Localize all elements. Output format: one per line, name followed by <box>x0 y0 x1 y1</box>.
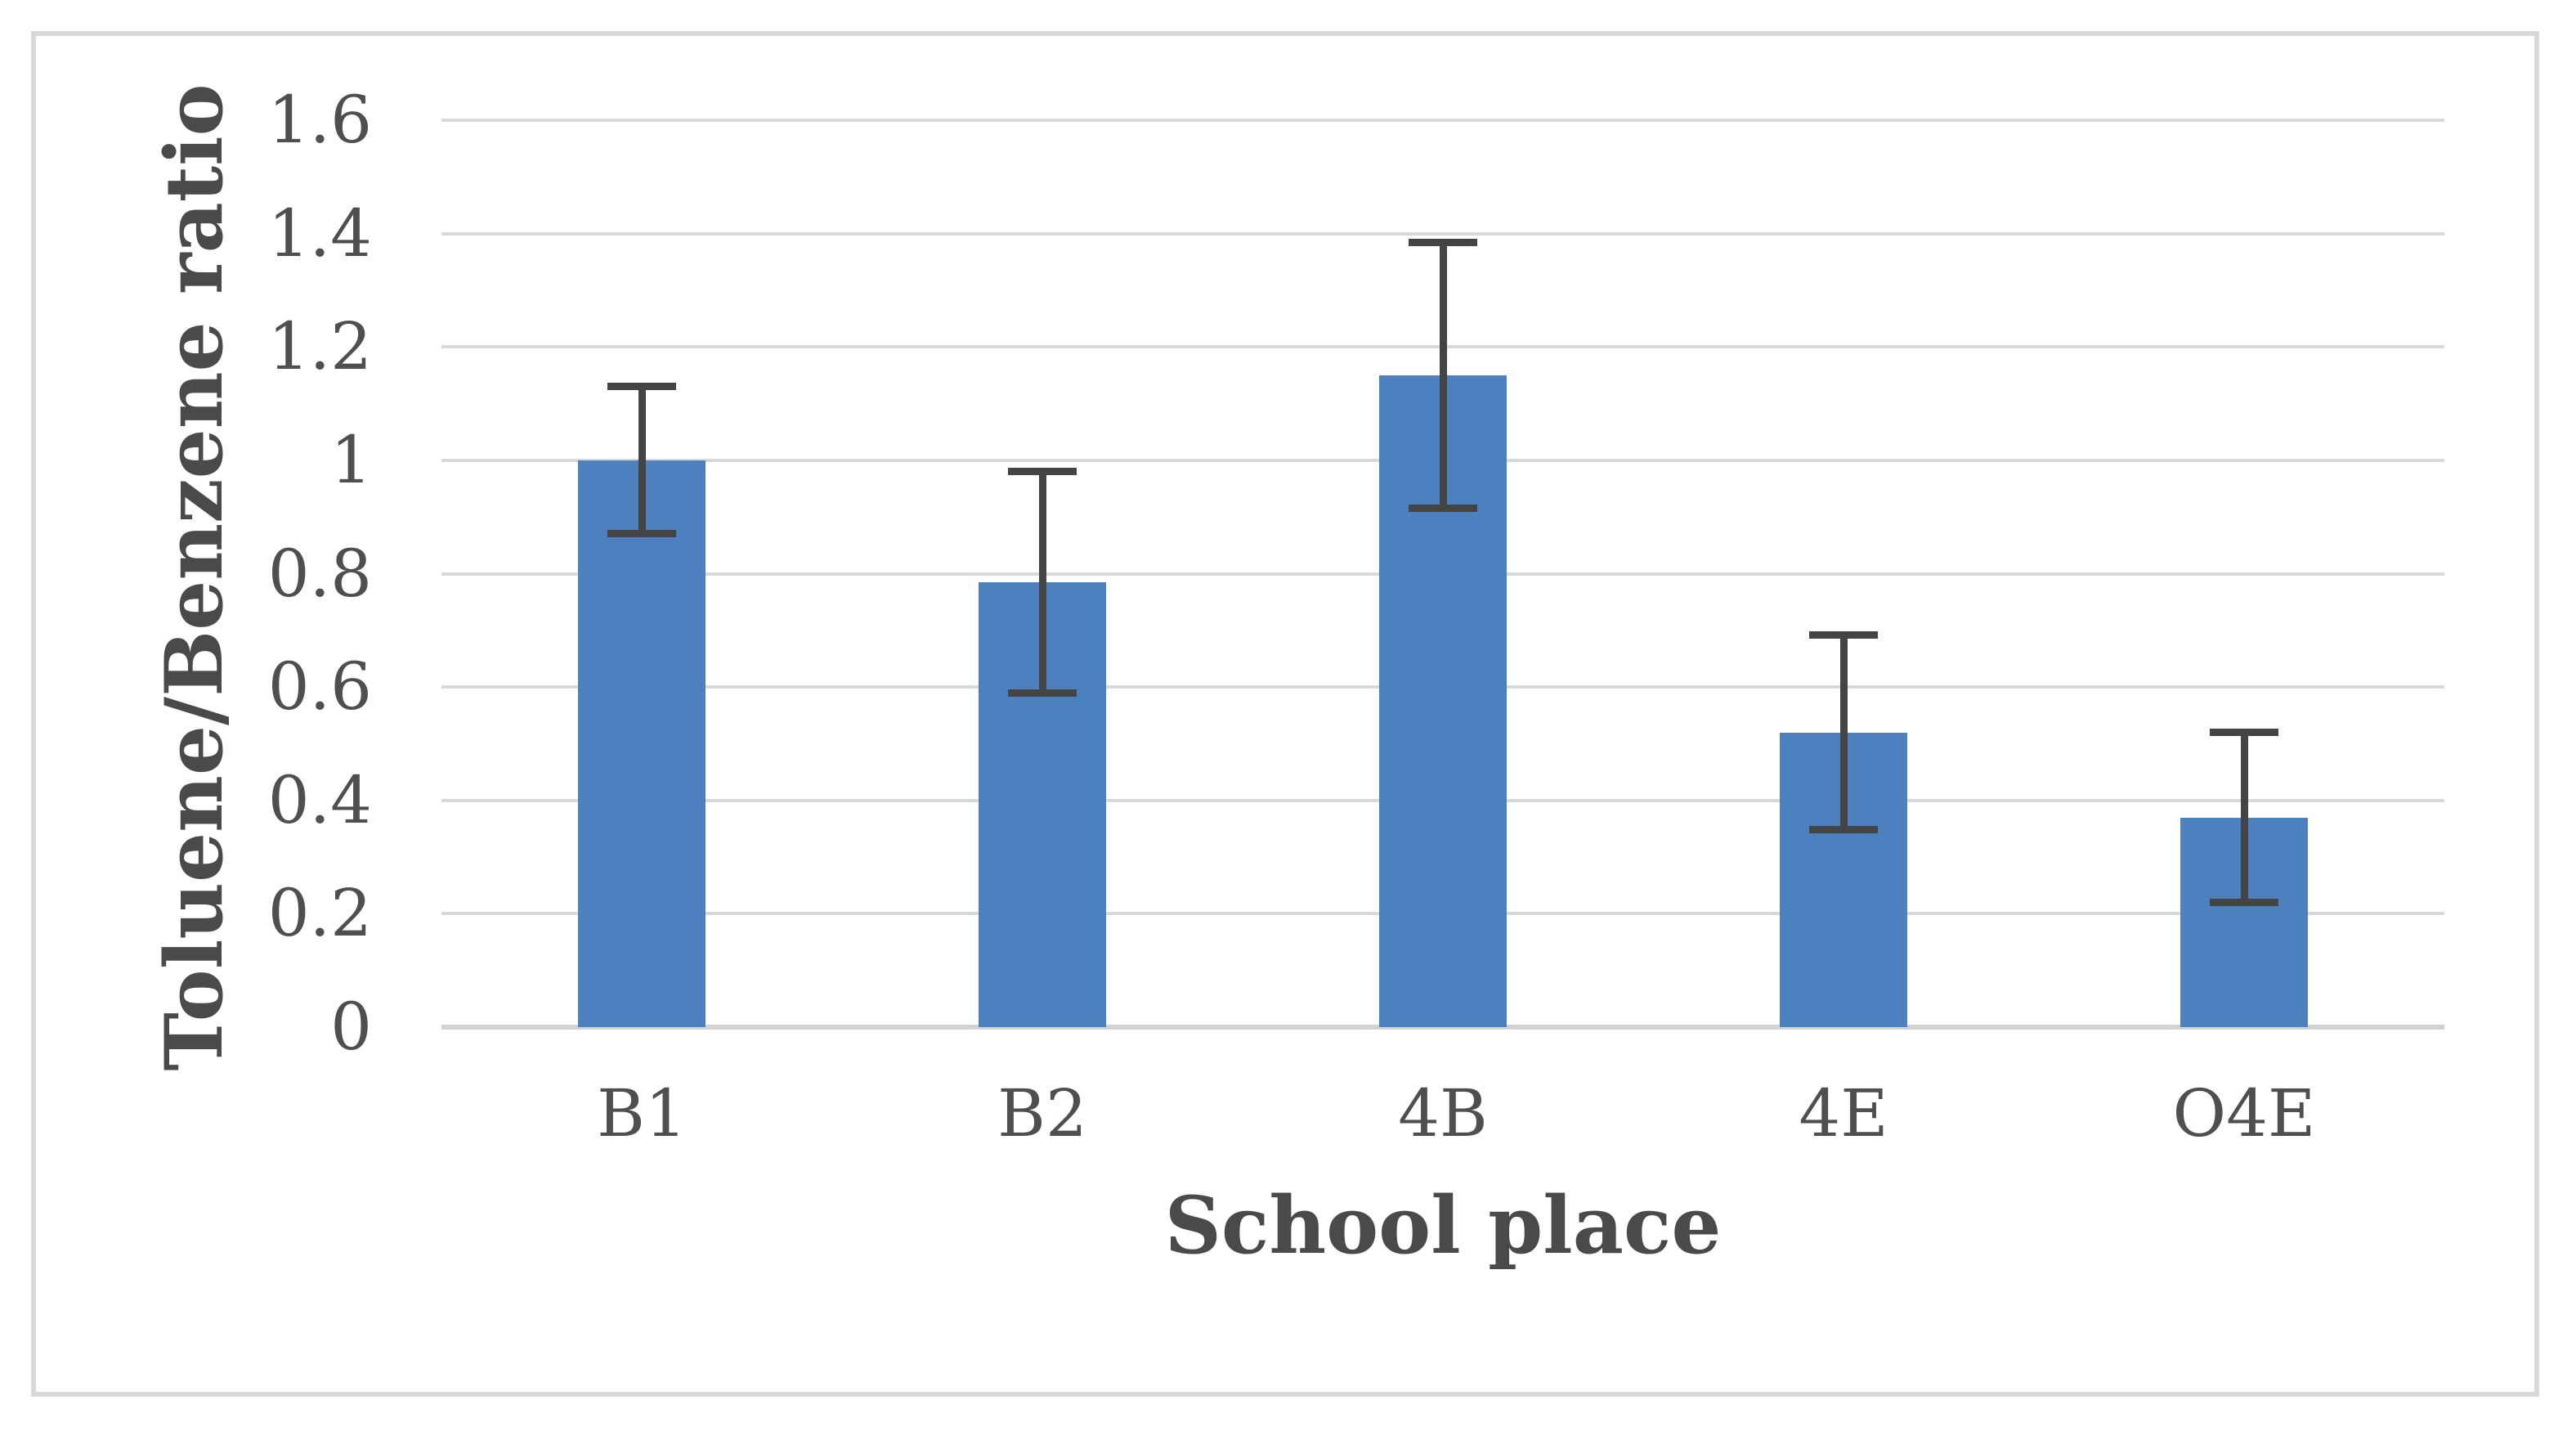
x-axis-title: School place <box>1164 1179 1722 1272</box>
error-bar-cap-top-4B <box>1409 238 1477 246</box>
y-tick-label-1.2: 1.2 <box>267 308 372 385</box>
x-tick-label-B2: B2 <box>997 1075 1087 1151</box>
x-tick-label-4B: 4B <box>1398 1075 1488 1151</box>
y-tick-label-1.6: 1.6 <box>267 82 372 158</box>
x-tick-label-4E: 4E <box>1799 1075 1888 1151</box>
y-tick-label-0.6: 0.6 <box>267 648 372 725</box>
gridline-1.6 <box>441 119 2444 122</box>
error-bar-4E <box>1839 635 1848 830</box>
error-bar-cap-bottom-O4E <box>2210 899 2278 906</box>
error-bar-cap-bottom-B1 <box>607 530 676 538</box>
gridline-1.4 <box>441 231 2444 236</box>
bar-B1 <box>578 460 706 1027</box>
x-axis-line <box>441 1025 2444 1030</box>
x-tick-label-B1: B1 <box>597 1075 687 1151</box>
error-bar-cap-bottom-4E <box>1809 826 1878 834</box>
error-bar-cap-top-B2 <box>1008 468 1077 476</box>
y-tick-label-1.4: 1.4 <box>267 195 372 271</box>
error-bar-B2 <box>1038 471 1046 693</box>
error-bar-cap-top-4E <box>1809 630 1878 639</box>
figure-border <box>31 31 2539 1397</box>
y-tick-label-0.4: 0.4 <box>267 761 372 838</box>
y-tick-label-0.2: 0.2 <box>267 875 372 952</box>
y-tick-label-0.8: 0.8 <box>267 535 372 612</box>
error-bar-cap-bottom-4B <box>1409 505 1477 513</box>
error-bar-B1 <box>638 386 646 534</box>
error-bar-cap-top-O4E <box>2210 729 2278 737</box>
error-bar-O4E <box>2240 732 2248 903</box>
error-bar-4B <box>1439 242 1447 509</box>
x-tick-label-O4E: O4E <box>2172 1075 2316 1151</box>
error-bar-cap-top-B1 <box>607 383 676 391</box>
error-bar-cap-bottom-B2 <box>1008 689 1077 697</box>
y-tick-label-1: 1 <box>330 421 372 498</box>
plot-area <box>441 119 2444 1030</box>
y-tick-label-0: 0 <box>330 989 372 1065</box>
